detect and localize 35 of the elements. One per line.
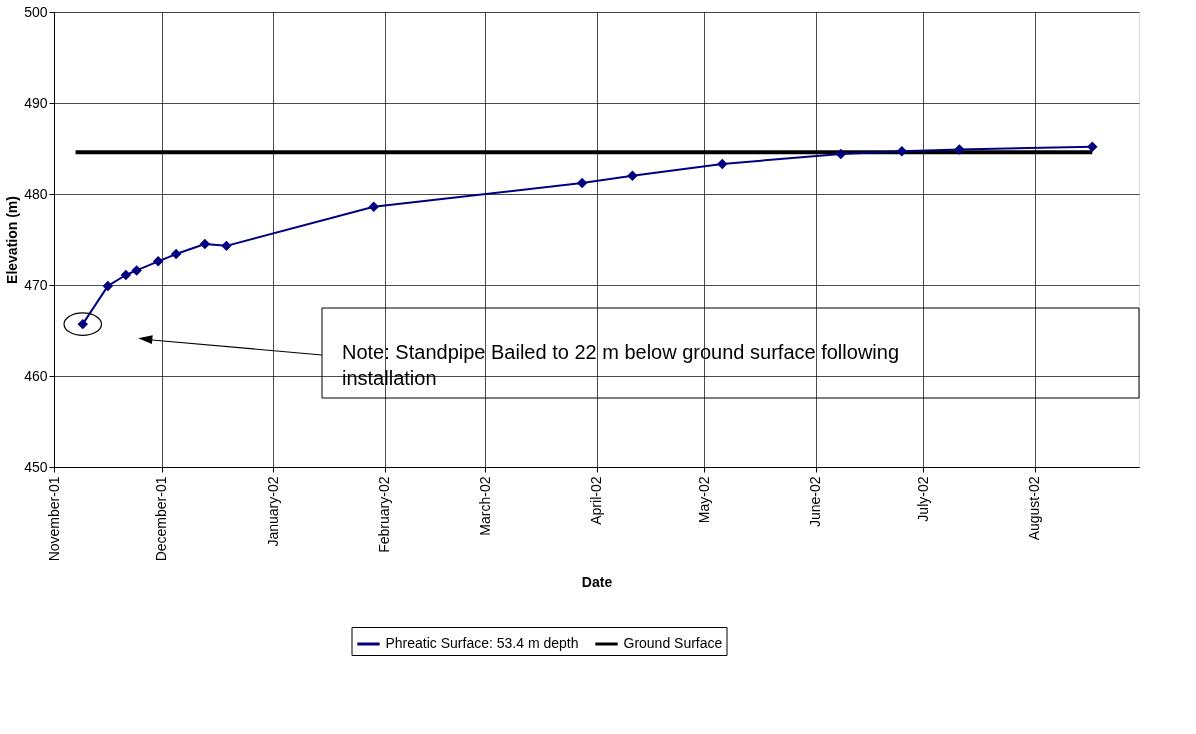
point [131, 265, 142, 276]
point [120, 269, 132, 281]
point [896, 145, 908, 157]
x-tick-label: November-01 [45, 476, 62, 562]
x-tick-label: January-02 [264, 476, 281, 547]
point [152, 256, 164, 267]
point [170, 248, 182, 260]
y-tick-label: 490 [24, 94, 48, 111]
point [199, 238, 211, 250]
x-tick-label: May-02 [695, 476, 712, 524]
legend-label: Phreatic Surface: 53.4 m depth [385, 635, 579, 651]
point [368, 201, 379, 212]
x-tick-label: February-02 [376, 476, 393, 553]
x-tick-label: June-02 [807, 476, 824, 528]
x-tick-label: March-02 [476, 476, 493, 536]
y-tick-label: 500 [24, 3, 48, 20]
point [221, 240, 232, 252]
x-tick-label: July-02 [914, 476, 931, 522]
point [717, 158, 728, 170]
legend-label: Ground Surface [623, 635, 723, 651]
point [954, 144, 965, 155]
x-tick-label: December-01 [153, 476, 170, 562]
y-axis-title: Elevation (m) [4, 196, 21, 284]
x-axis-title: Date [581, 574, 613, 591]
y-tick-label: 470 [24, 276, 48, 293]
point [576, 177, 588, 189]
point [102, 280, 114, 292]
x-tick-label: August-02 [1026, 476, 1043, 541]
y-tick-label: 450 [24, 458, 48, 475]
y-tick-label: 460 [24, 367, 48, 384]
point [627, 170, 638, 182]
x-tick-label: April-02 [588, 476, 604, 525]
point [835, 148, 847, 160]
point [1087, 141, 1098, 152]
y-tick-label: 480 [24, 185, 48, 202]
